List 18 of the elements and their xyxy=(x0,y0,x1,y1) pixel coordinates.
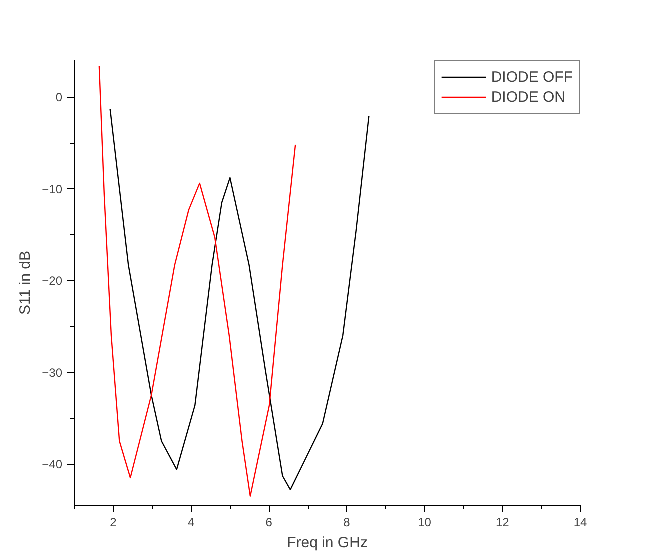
line-series xyxy=(98,65,296,497)
y-tick-label: −10 xyxy=(42,182,63,196)
x-tick-label: 10 xyxy=(418,516,432,530)
x-tick-label: 14 xyxy=(574,516,588,530)
legend-label: DIODE OFF xyxy=(491,68,573,86)
x-tick-label: 4 xyxy=(188,516,195,530)
x-tick-label: 6 xyxy=(266,516,273,530)
x-tick-label: 8 xyxy=(344,516,351,530)
x-tick-label: 2 xyxy=(110,516,118,530)
x-axis-title: Freq in GHz xyxy=(287,534,368,552)
y-tick-label: −20 xyxy=(42,274,63,288)
y-tick-label: −30 xyxy=(42,366,63,380)
y-tick-label: 0 xyxy=(56,90,63,105)
y-axis-title: S11 in dB xyxy=(17,251,34,315)
x-tick-label: 12 xyxy=(496,516,510,530)
legend-label: DIODE ON xyxy=(491,88,566,106)
y-tick-label: −40 xyxy=(42,458,63,472)
line-series xyxy=(110,108,370,490)
